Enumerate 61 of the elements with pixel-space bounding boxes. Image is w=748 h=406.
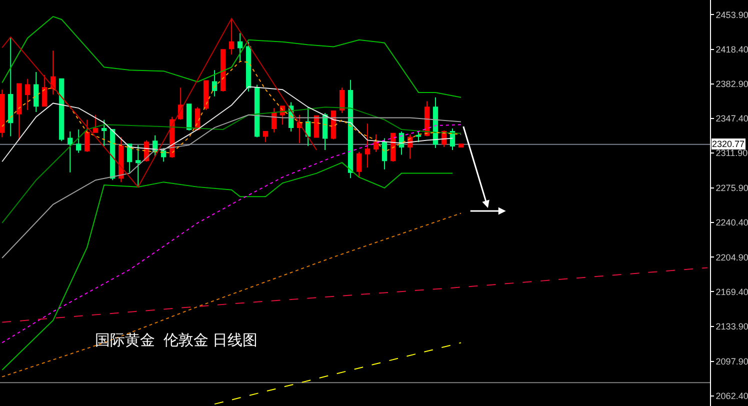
y-tick-label: 2275.90 [716, 183, 748, 194]
line-series [2, 212, 462, 378]
y-tick-label: 2240.40 [716, 218, 748, 228]
y-tick-label: 2382.90 [716, 78, 748, 89]
candlestick [228, 18, 234, 56]
candlestick [305, 106, 311, 147]
candlestick [59, 78, 64, 142]
candlestick [237, 32, 243, 62]
line-series [2, 267, 708, 323]
candlestick [203, 80, 209, 111]
ref-line-label: 2320.77 [712, 139, 745, 149]
y-tick-label: 2097.90 [716, 356, 748, 366]
candlestick [16, 83, 22, 141]
y-tick-label: 2311.90 [716, 148, 748, 158]
y-tick-label: 2453.90 [716, 10, 748, 20]
candlestick [25, 78, 30, 111]
candlestick [314, 115, 320, 138]
candlestick [348, 79, 354, 179]
candlestick [373, 134, 379, 152]
candlestick [254, 84, 260, 138]
candlestick [339, 87, 345, 114]
candlestick [161, 147, 166, 162]
candlestick [382, 138, 388, 170]
candlestick [416, 130, 422, 143]
y-tick-label: 2204.90 [716, 252, 748, 262]
y-tick-label: 2062.40 [716, 391, 748, 402]
annotation: 国际黄金 伦敦金 日线图 [95, 332, 258, 349]
line-series [2, 60, 462, 154]
candlestick [220, 49, 226, 92]
line-series [2, 162, 454, 370]
candlestick [136, 144, 141, 188]
line-series [2, 86, 454, 162]
line-series [2, 114, 462, 259]
candlestick [50, 50, 56, 95]
candlestick [271, 108, 277, 133]
y-tick-label: 2169.40 [716, 286, 748, 297]
candlestick [8, 36, 14, 137]
line-series [2, 16, 462, 98]
candlestick [118, 136, 124, 183]
candlestick [127, 144, 132, 173]
candlestick [42, 74, 48, 107]
line-series [2, 18, 318, 188]
y-tick-label: 2347.40 [716, 114, 748, 124]
candlestick [84, 119, 90, 152]
candlestick [76, 128, 82, 154]
candlestick [212, 70, 218, 97]
candlestick [246, 41, 252, 92]
line-series [2, 106, 462, 224]
candlestick [0, 89, 5, 138]
y-tick-label: 2418.40 [716, 44, 748, 54]
candlestick [458, 144, 464, 148]
candlestick [102, 119, 107, 147]
candlestick [68, 130, 73, 173]
candlestick [93, 114, 98, 133]
candlestick [364, 123, 370, 168]
candlestick [322, 112, 328, 150]
candlestick [34, 72, 39, 112]
y-tick-label: 2133.90 [716, 321, 748, 332]
candlestick [262, 130, 268, 143]
candlestick [356, 151, 362, 178]
candlestick [186, 104, 192, 131]
